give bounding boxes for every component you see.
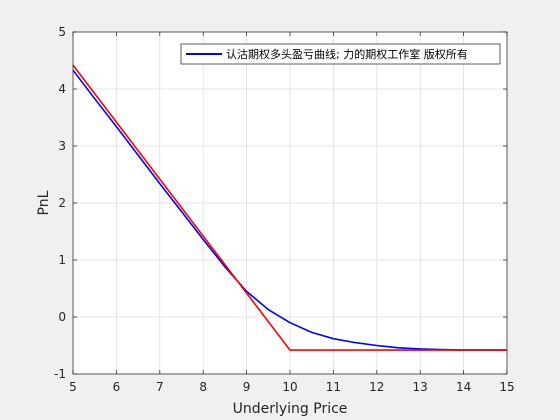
x-tick-label-12: 12	[369, 380, 384, 394]
legend-box	[180, 43, 501, 65]
grid-lines	[73, 32, 507, 374]
series-layer	[72, 64, 507, 351]
y-tick-label-2: 2	[58, 196, 66, 210]
x-tick-label-8: 8	[199, 380, 207, 394]
y-tick-label-5: 5	[58, 25, 66, 39]
x-axis-label: Underlying Price	[233, 401, 348, 417]
y-tick-label-3: 3	[58, 139, 66, 153]
series-line-put-pnl-expiry	[72, 64, 507, 351]
series-line-put-pnl-smooth	[72, 69, 507, 351]
y-tick-label--1: -1	[54, 367, 66, 381]
x-tick-label-9: 9	[243, 380, 251, 394]
x-tick-label-15: 15	[499, 380, 514, 394]
x-tick-label-14: 14	[456, 380, 471, 394]
legend-entry-put-pnl: 认沽期权多头盈亏曲线; 力的期权工作室 版权所有	[226, 47, 468, 61]
x-tick-label-7: 7	[156, 380, 164, 394]
x-tick-label-13: 13	[413, 380, 428, 394]
y-tick-label-1: 1	[58, 253, 66, 267]
x-tick-label-11: 11	[326, 380, 341, 394]
y-axis-label: PnL	[36, 190, 52, 215]
x-tick-label-10: 10	[282, 380, 297, 394]
legend: 认沽期权多头盈亏曲线; 力的期权工作室 版权所有	[180, 43, 501, 65]
y-tick-label-4: 4	[58, 82, 66, 96]
x-tick-label-6: 6	[113, 380, 121, 394]
y-tick-label-0: 0	[58, 310, 66, 324]
x-tick-label-5: 5	[69, 380, 77, 394]
